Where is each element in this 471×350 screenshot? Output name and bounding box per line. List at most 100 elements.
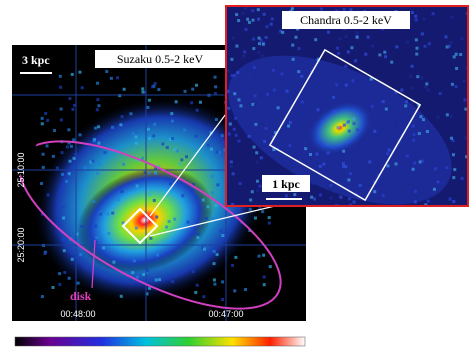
noise-pixel: [439, 92, 442, 95]
noise-pixel: [404, 104, 407, 107]
noise-pixel: [158, 278, 161, 281]
noise-pixel: [342, 80, 345, 83]
noise-pixel: [421, 160, 424, 163]
noise-pixel: [79, 133, 82, 136]
noise-pixel: [228, 132, 231, 135]
noise-pixel: [41, 295, 44, 298]
noise-pixel: [155, 216, 158, 219]
noise-pixel: [309, 153, 312, 156]
noise-pixel: [385, 108, 388, 111]
noise-pixel: [155, 278, 158, 281]
noise-pixel: [110, 77, 113, 80]
noise-pixel: [272, 69, 275, 72]
noise-pixel: [453, 168, 456, 171]
noise-pixel: [292, 82, 295, 85]
noise-pixel: [58, 283, 61, 286]
noise-pixel: [196, 284, 199, 287]
noise-pixel: [61, 151, 64, 154]
noise-pixel: [212, 217, 215, 220]
noise-pixel: [129, 112, 132, 115]
noise-pixel: [289, 168, 292, 171]
noise-pixel: [171, 280, 174, 283]
noise-pixel: [41, 122, 44, 125]
noise-pixel: [411, 65, 414, 68]
noise-pixel: [422, 17, 425, 20]
noise-pixel: [216, 151, 219, 154]
noise-pixel: [165, 226, 168, 229]
noise-pixel: [252, 19, 255, 22]
noise-pixel: [382, 194, 385, 197]
noise-pixel: [161, 142, 164, 145]
noise-pixel: [396, 118, 399, 121]
noise-pixel: [80, 182, 83, 185]
noise-pixel: [123, 88, 126, 91]
noise-pixel: [214, 85, 217, 88]
noise-pixel: [390, 61, 393, 64]
noise-pixel: [216, 183, 219, 186]
noise-pixel: [344, 65, 347, 68]
noise-pixel: [44, 252, 47, 255]
noise-pixel: [147, 128, 150, 131]
noise-pixel: [415, 53, 418, 56]
noise-pixel: [214, 76, 217, 79]
noise-pixel: [40, 182, 43, 185]
noise-pixel: [433, 188, 436, 191]
noise-pixel: [173, 218, 176, 221]
noise-pixel: [291, 44, 294, 47]
noise-pixel: [258, 37, 261, 40]
noise-pixel: [107, 232, 110, 235]
noise-pixel: [268, 222, 271, 225]
noise-pixel: [252, 47, 255, 50]
noise-pixel: [243, 50, 246, 53]
noise-pixel: [354, 59, 357, 62]
noise-pixel: [168, 220, 171, 223]
noise-pixel: [254, 123, 257, 126]
noise-pixel: [254, 217, 257, 220]
noise-pixel: [68, 160, 71, 163]
noise-pixel: [235, 45, 238, 48]
noise-pixel: [97, 104, 100, 107]
noise-pixel: [187, 221, 190, 224]
noise-pixel: [300, 75, 303, 78]
noise-pixel: [397, 96, 400, 99]
noise-pixel: [253, 66, 256, 69]
noise-pixel: [257, 18, 260, 21]
noise-pixel: [359, 184, 362, 187]
noise-pixel: [414, 190, 417, 193]
noise-pixel: [185, 155, 188, 158]
noise-pixel: [122, 163, 125, 166]
noise-pixel: [320, 7, 323, 10]
page: 3 kpc Suzaku 0.5-2 keV disk 00:48:00 00:…: [0, 0, 471, 350]
noise-pixel: [273, 89, 276, 92]
noise-pixel: [193, 232, 196, 235]
noise-pixel: [254, 94, 257, 97]
noise-pixel: [256, 189, 259, 192]
noise-pixel: [356, 128, 359, 131]
noise-pixel: [304, 147, 307, 150]
noise-pixel: [241, 12, 244, 15]
noise-pixel: [97, 142, 100, 145]
noise-pixel: [428, 42, 431, 45]
noise-pixel: [99, 212, 102, 215]
noise-pixel: [256, 180, 259, 183]
noise-pixel: [255, 161, 258, 164]
noise-pixel: [184, 90, 187, 93]
x-tick-label: 00:47:00: [208, 309, 243, 319]
noise-pixel: [347, 120, 350, 123]
noise-pixel: [253, 76, 256, 79]
noise-pixel: [73, 157, 76, 160]
noise-pixel: [97, 125, 100, 128]
noise-pixel: [66, 145, 69, 148]
noise-pixel: [280, 72, 283, 75]
noise-pixel: [349, 8, 352, 11]
noise-pixel: [353, 122, 356, 125]
noise-pixel: [301, 100, 304, 103]
noise-pixel: [311, 182, 314, 185]
figure: 3 kpc Suzaku 0.5-2 keV disk 00:48:00 00:…: [0, 0, 471, 350]
noise-pixel: [263, 13, 266, 16]
noise-pixel: [44, 112, 47, 115]
noise-pixel: [342, 170, 345, 173]
noise-pixel: [406, 41, 409, 44]
noise-pixel: [364, 53, 367, 56]
noise-pixel: [248, 135, 251, 138]
